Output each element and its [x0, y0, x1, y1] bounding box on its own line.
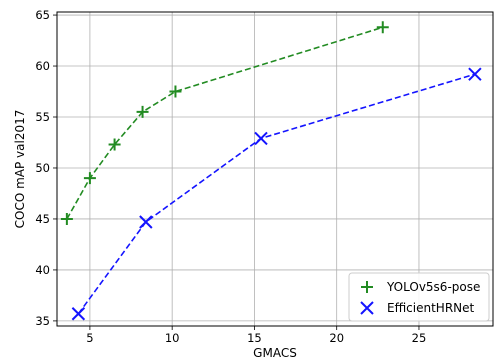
ticks: 5 10 15 20 25 35 40 45 50 55 60 65 — [35, 8, 426, 345]
data-point — [468, 67, 482, 81]
legend-label: YOLOv5s6-pose — [386, 280, 480, 294]
x-tick-label: 5 — [86, 331, 93, 345]
x-tick-label: 10 — [165, 331, 180, 345]
x-tick-label: 25 — [412, 331, 427, 345]
data-point — [83, 172, 96, 185]
y-tick-label: 55 — [35, 110, 50, 124]
data-point — [136, 105, 149, 118]
data-point — [71, 307, 86, 321]
y-tick-label: 50 — [35, 161, 50, 175]
y-tick-label: 40 — [35, 263, 50, 277]
plot-frame — [56, 11, 494, 327]
y-tick-label: 65 — [35, 8, 50, 22]
x-tick-label: 20 — [329, 331, 344, 345]
x-axis-label: GMACS — [253, 346, 297, 358]
data-point — [376, 21, 389, 34]
grid — [57, 12, 493, 326]
y-axis-label: COCO mAP val2017 — [13, 110, 27, 229]
data-point — [139, 215, 153, 229]
legend: YOLOv5s6-pose EfficientHRNet — [348, 272, 490, 322]
series-1 — [71, 67, 482, 321]
data-point — [60, 212, 73, 225]
data-point — [108, 138, 121, 151]
y-tick-label: 60 — [35, 59, 50, 73]
series-line — [77, 73, 476, 315]
series-0 — [60, 21, 389, 225]
legend-label: EfficientHRNet — [387, 301, 475, 315]
legend-box — [348, 272, 490, 322]
series-line — [66, 26, 384, 220]
x-tick-label: 15 — [247, 331, 262, 345]
data-point — [254, 131, 268, 146]
series-layer — [60, 21, 482, 321]
legend-marker — [361, 281, 373, 293]
legend-marker — [360, 301, 374, 315]
y-tick-label: 35 — [35, 314, 50, 328]
y-tick-label: 45 — [35, 212, 50, 226]
data-point — [169, 85, 182, 98]
